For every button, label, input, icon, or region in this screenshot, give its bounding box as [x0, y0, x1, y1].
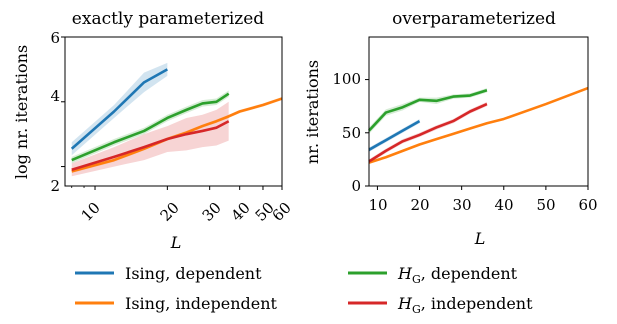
legend-hg-dependent-rest: , dependent — [421, 264, 518, 283]
right-xtick-20: 20 — [410, 196, 429, 214]
right-line-hg_dep — [368, 88, 488, 132]
left-line-ising_dep — [70, 68, 168, 150]
left-title: exactly parameterized — [72, 9, 265, 29]
left-xtick-60: 60 — [269, 199, 295, 225]
right-ytick-50: 50 — [342, 124, 361, 142]
left-ytick-4: 4 — [50, 87, 60, 105]
left-xtick-10: 10 — [78, 199, 104, 225]
legend-label-ising-independent: Ising, independent — [125, 294, 278, 313]
left-ytick-6: 6 — [50, 29, 60, 47]
left-ylabel: log nr. iterations — [12, 45, 31, 179]
right-xtick-40: 40 — [494, 196, 513, 214]
legend-label-ising-dependent: Ising, dependent — [125, 264, 262, 283]
right-line-hg_ind — [368, 102, 488, 163]
left-axes-frame — [64, 36, 283, 187]
right-xtick-30: 30 — [452, 196, 471, 214]
left-plot-area — [61, 36, 283, 190]
right-ytick-0: 0 — [351, 177, 361, 195]
right-title: overparameterized — [392, 9, 556, 29]
right-ytick-100: 100 — [332, 70, 361, 88]
right-plot-area — [365, 79, 589, 190]
right-xtick-10: 10 — [368, 196, 387, 214]
legend-hg-subscript: G — [412, 273, 421, 286]
legend-item-hg-independent: HG, independent — [348, 294, 533, 316]
left-band-ising_dep — [71, 62, 168, 156]
legend: Ising, dependent HG, dependent Ising, in… — [75, 264, 533, 316]
left-xlabel: L — [170, 233, 182, 252]
legend-hg-symbol-2: H — [397, 294, 413, 313]
left-line-hg_ind — [71, 120, 230, 172]
right-line-ising_ind — [368, 86, 589, 164]
left-xtick-20: 20 — [157, 199, 183, 225]
panel-exactly-parameterized: exactly parameterized 2 4 6 10 20 30 40 … — [12, 9, 295, 252]
legend-label-hg-dependent: HG, dependent — [397, 264, 518, 286]
legend-item-ising-independent: Ising, independent — [75, 294, 278, 313]
left-xtick-40: 40 — [228, 199, 254, 225]
left-ytick-2: 2 — [50, 177, 60, 195]
left-xtick-30: 30 — [199, 199, 225, 225]
legend-hg-independent-rest: , independent — [421, 294, 533, 313]
legend-item-ising-dependent: Ising, dependent — [75, 264, 262, 283]
legend-hg-symbol: H — [397, 264, 413, 283]
left-line-ising_ind — [71, 97, 283, 173]
right-axes-frame — [368, 36, 589, 187]
right-xtick-60: 60 — [578, 196, 597, 214]
legend-item-hg-dependent: HG, dependent — [348, 264, 518, 286]
legend-hg-subscript-2: G — [412, 303, 421, 316]
left-line-hg_dep — [71, 92, 230, 162]
right-ticks: 0 50 100 10 20 30 40 50 60 — [332, 70, 597, 214]
right-line-ising_dep — [368, 119, 421, 151]
legend-label-hg-independent: HG, independent — [397, 294, 533, 316]
panel-overparameterized: overparameterized 0 50 100 10 20 30 40 5… — [303, 9, 598, 248]
right-xtick-50: 50 — [536, 196, 555, 214]
right-ylabel: nr. iterations — [303, 60, 322, 164]
right-xlabel: L — [474, 229, 486, 248]
